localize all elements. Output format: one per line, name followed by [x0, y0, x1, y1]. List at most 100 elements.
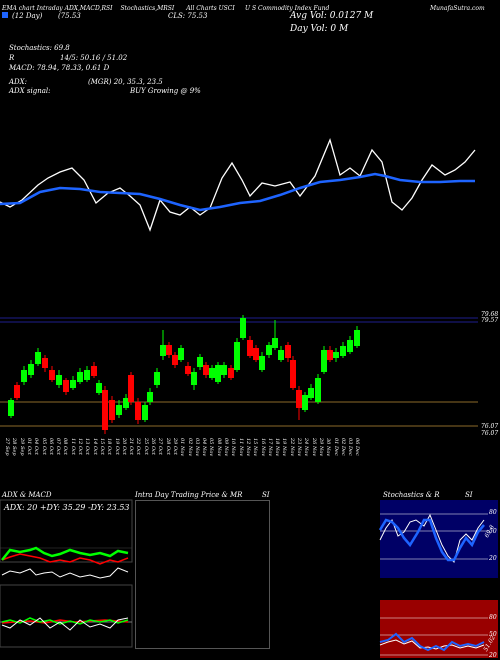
stoch-k-line — [378, 518, 485, 562]
candle-body — [172, 355, 178, 365]
company-name: U S Commodity Index Fund — [245, 5, 330, 12]
site-name[interactable]: MunafaSutra.com — [430, 5, 485, 12]
tab-all[interactable]: All Charts — [186, 5, 217, 12]
macd-histogram-line — [1, 617, 129, 631]
mrsi-blue-line — [379, 632, 485, 652]
avg-volume: Avg Vol: 0.0127 M — [290, 11, 374, 21]
candle-body — [35, 352, 41, 364]
price-label: (75.53 — [58, 12, 81, 20]
adx-readout: ADX: 20 +DY: 35.29 -DY: 23.53 — [4, 503, 130, 512]
candle-body — [147, 392, 153, 402]
candle-body — [42, 358, 48, 368]
candle-body — [96, 383, 102, 393]
intraday-title: Intra Day Trading Price & MR — [135, 491, 243, 499]
candle-body — [290, 360, 296, 388]
candle-body — [70, 380, 76, 388]
adx-macd-title: ADX & MACD — [2, 491, 52, 499]
candle-body — [321, 350, 327, 372]
candle-body — [109, 400, 115, 420]
candle-body — [327, 350, 333, 360]
candle-body — [354, 330, 360, 346]
candle-body — [116, 405, 122, 415]
legend-swatch — [2, 12, 8, 18]
candle-body — [347, 340, 353, 352]
price-level-bottom: 76.07 — [481, 423, 499, 430]
close-label: CLS: 75.53 — [168, 12, 208, 20]
candle-body — [56, 375, 62, 385]
stoch-panel — [380, 500, 498, 578]
candle-body — [166, 345, 172, 355]
adx-line — [1, 567, 129, 579]
stoch-tick-50: 50 — [489, 528, 497, 535]
tab-ema[interactable]: EMA chart — [2, 5, 35, 12]
candle-body — [215, 365, 221, 382]
candle-body — [91, 366, 97, 376]
header-tabs[interactable]: EMA chart Intraday ADX,MACD,RSI Stochast… — [2, 5, 235, 12]
candle-body — [154, 372, 160, 385]
candle-body — [14, 385, 20, 398]
candle-body — [8, 400, 14, 416]
stoch-d-line — [379, 513, 485, 563]
candle-body — [84, 370, 90, 380]
tab-adx[interactable]: ADX,MACD,RSI — [64, 5, 113, 12]
candle-body — [128, 375, 134, 402]
stoch-si: SI — [465, 491, 473, 499]
candle-body — [203, 365, 209, 375]
candle-body — [191, 372, 197, 385]
candle-body — [308, 388, 314, 398]
candle-body — [21, 370, 27, 382]
candle-body — [296, 390, 302, 408]
mrsi-tick-80: 80 — [489, 614, 497, 621]
tab-stoch[interactable]: Stochastics,MRSI — [120, 5, 175, 12]
mrsi-tick-50: 50 — [489, 631, 497, 638]
price-level-bottom2: 76.07 — [481, 430, 499, 437]
candle-body — [77, 372, 83, 382]
candle-body — [278, 350, 284, 360]
candle-body — [102, 390, 108, 430]
candle-body — [272, 338, 278, 348]
candle-body — [333, 352, 339, 358]
candle-body — [178, 348, 184, 360]
intraday-panel — [135, 500, 270, 649]
r-values: 14/5: 50.16 / 51.02 — [60, 54, 128, 62]
tab-symbol[interactable]: USCI — [218, 5, 235, 12]
stoch-title: Stochastics & R — [383, 491, 440, 499]
minus-di-line — [1, 553, 129, 565]
candle-body — [160, 345, 166, 356]
candle-body — [253, 348, 259, 360]
candle-body — [240, 318, 246, 338]
candle-body — [197, 357, 203, 367]
candle-body — [234, 342, 240, 370]
tab-intraday[interactable]: Intraday — [36, 5, 63, 12]
ema-line — [0, 172, 475, 212]
candle-body — [209, 368, 215, 378]
price-ema-chart — [0, 138, 476, 232]
adx-values: (MGR) 20, 35.3, 23.5 — [88, 78, 163, 86]
plus-di-line — [1, 546, 129, 561]
macd-values: MACD: 78.94, 78.33, 0.61 D — [9, 64, 110, 72]
candle-body — [228, 368, 234, 378]
candle-body — [259, 356, 265, 370]
candle-body — [142, 405, 148, 420]
price-level-top: 79.68 — [481, 311, 499, 318]
stoch-tick-20: 20 — [489, 555, 497, 562]
date-range: (12 Day) — [12, 12, 43, 20]
candle-body — [315, 378, 321, 402]
adx-panel — [0, 499, 133, 563]
candle-body — [221, 365, 227, 375]
candle-body — [123, 398, 129, 408]
macd-line — [1, 617, 129, 625]
candle-body — [185, 366, 191, 374]
r-label: R — [9, 54, 15, 62]
day-volume: Day Vol: 0 M — [290, 24, 349, 34]
price-level-top2: 79.57 — [481, 317, 499, 324]
price-line — [0, 138, 476, 232]
candle-body — [63, 380, 69, 392]
candle-body — [340, 346, 346, 356]
intraday-si: SI — [262, 491, 270, 499]
candle-body — [49, 370, 55, 380]
candle-body — [302, 395, 308, 410]
mrsi-panel — [380, 600, 498, 658]
macd-panel — [0, 584, 133, 648]
